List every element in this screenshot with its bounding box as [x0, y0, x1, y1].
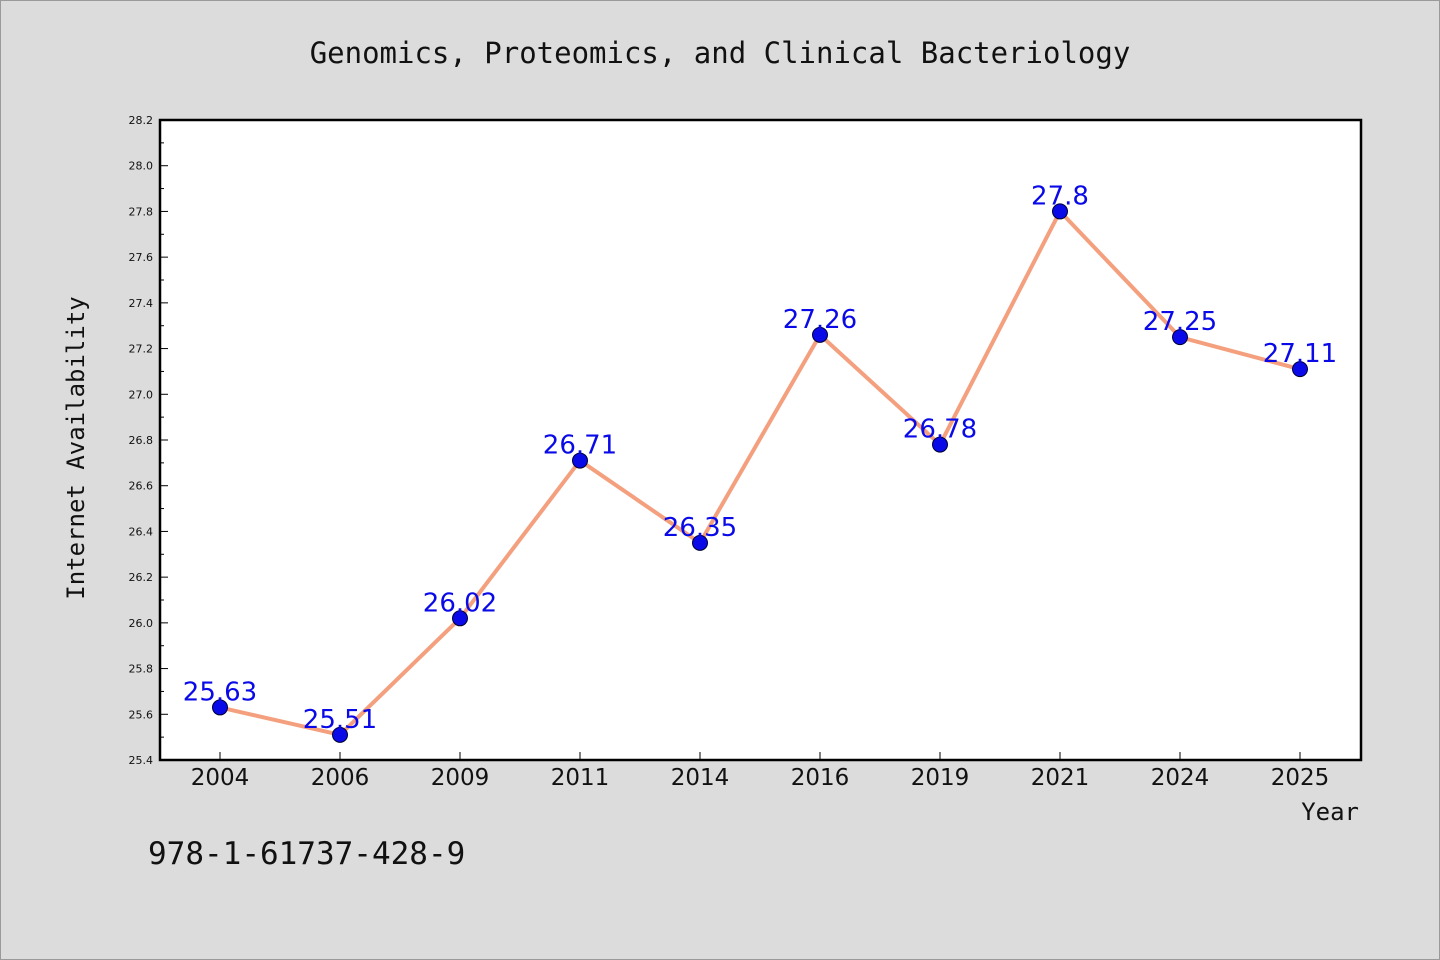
y-tick-label: 27.8: [129, 205, 154, 218]
x-tick-label: 2014: [671, 765, 730, 791]
data-point: [572, 452, 588, 469]
data-point: [692, 534, 708, 551]
data-point: [212, 699, 228, 716]
x-tick-label: 2019: [911, 765, 970, 791]
series-markers: [212, 203, 1308, 743]
x-tick-label: 2009: [431, 765, 490, 791]
y-tick-label: 28.2: [129, 114, 154, 127]
data-label: 27.25: [1143, 307, 1217, 337]
data-point: [1172, 329, 1188, 346]
data-label: 27.8: [1031, 181, 1089, 211]
y-axis-title: Internet Availability: [62, 296, 90, 599]
y-tick-label: 25.4: [129, 754, 154, 767]
series-polyline: [218, 209, 1302, 737]
y-tick-label: 28.0: [129, 160, 154, 173]
y-tick-label: 26.0: [129, 617, 154, 630]
x-tick-label: 2021: [1031, 765, 1090, 791]
data-point: [332, 726, 348, 743]
plot-area: [158, 118, 1363, 762]
x-tick-label: 2016: [791, 765, 850, 791]
x-axis-title: Year: [1301, 798, 1359, 826]
y-tick-label: 26.4: [129, 525, 154, 538]
data-label: 25.63: [183, 677, 257, 707]
x-tick-label: 2024: [1151, 765, 1210, 791]
y-tick-label: 27.6: [129, 251, 154, 264]
data-label: 27.26: [783, 305, 857, 335]
data-label: 26.78: [903, 415, 977, 445]
x-axis: 2004 2006 2009 2011 2014 2016 2019 2021 2024 2025: [191, 752, 1330, 791]
data-label: 25.51: [303, 705, 377, 735]
data-point: [1292, 361, 1308, 378]
data-point: [932, 436, 948, 453]
y-tick-label: 26.8: [129, 434, 154, 447]
data-label: 27.11: [1263, 339, 1337, 369]
data-point: [1052, 203, 1068, 220]
x-tick-label: 2006: [311, 765, 370, 791]
y-tick-label: 25.8: [129, 663, 154, 676]
x-tick-label: 2004: [191, 765, 250, 791]
y-tick-label: 26.6: [129, 480, 154, 493]
x-tick-label: 2011: [551, 765, 610, 791]
data-point: [812, 326, 828, 343]
y-tick-label: 25.6: [129, 708, 154, 721]
chart-title: Genomics, Proteomics, and Clinical Bacte…: [310, 36, 1131, 70]
y-tick-label: 27.0: [129, 388, 154, 401]
data-labels: 25.63 25.51 26.02 26.71 26.35 27.26 26.78 27.8 2…: [183, 181, 1337, 734]
y-tick-label: 27.2: [129, 343, 154, 356]
data-point: [452, 610, 468, 627]
isbn-label: 978-1-61737-428-9: [148, 836, 465, 872]
y-tick-label: 27.4: [129, 297, 154, 310]
data-label: 26.35: [663, 513, 737, 543]
data-label: 26.02: [423, 588, 497, 618]
data-label: 26.71: [543, 431, 617, 461]
series-line: [218, 209, 1302, 737]
y-axis: 25.4 25.6 25.8 26.0 26.2 26.4 26.6 26.8 27.0 27.2…: [129, 114, 168, 767]
y-tick-label: 26.2: [129, 571, 154, 584]
x-tick-label: 2025: [1271, 765, 1330, 791]
